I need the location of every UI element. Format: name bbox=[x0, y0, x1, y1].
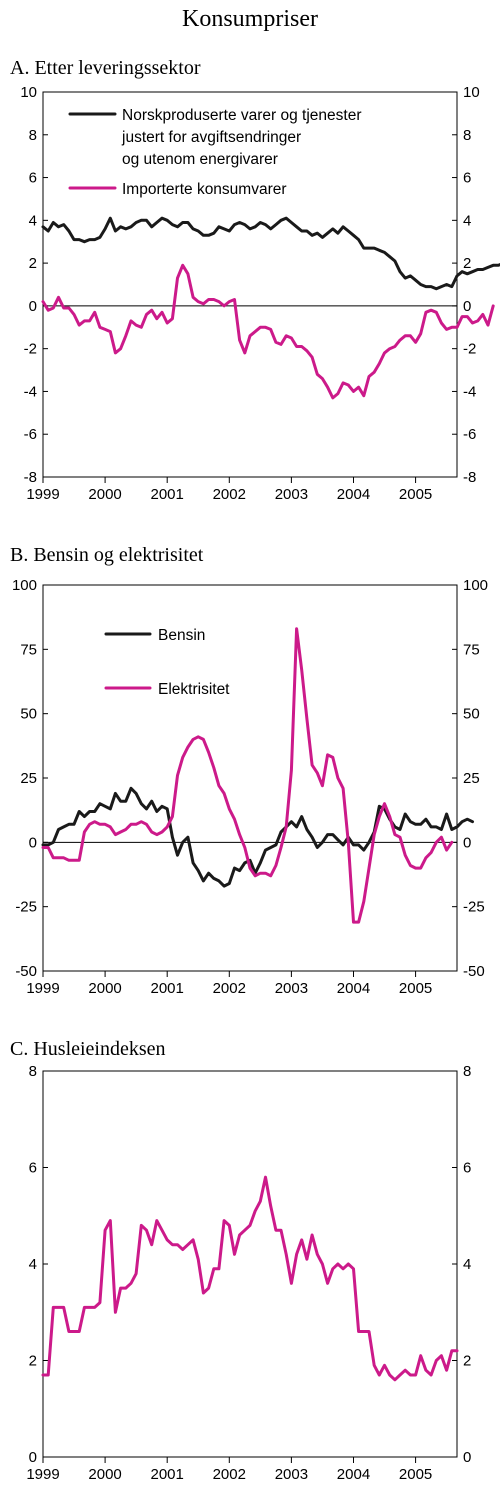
y-tick-label-left: 4 bbox=[29, 1256, 37, 1273]
y-tick-label-left: -6 bbox=[24, 426, 37, 443]
y-tick-label-left: -4 bbox=[24, 383, 37, 400]
panel-c-series bbox=[41, 1175, 459, 1382]
x-tick-label: 1999 bbox=[26, 980, 59, 997]
y-tick-label-left: 2 bbox=[29, 1353, 37, 1370]
x-tick-label: 2000 bbox=[88, 1466, 121, 1483]
y-tick-label-left: 8 bbox=[29, 1063, 37, 1080]
series-line-magenta bbox=[41, 263, 495, 400]
y-tick-label-right: 2 bbox=[463, 255, 471, 272]
panel-a-legend: Norskproduserte varer og tjenester juste… bbox=[68, 107, 362, 198]
y-tick-label-left: -2 bbox=[24, 341, 37, 358]
series-line-black bbox=[41, 216, 500, 291]
y-tick-label-right: 4 bbox=[463, 1256, 471, 1273]
x-tick-label: 1999 bbox=[26, 1466, 59, 1483]
y-tick-label-right: 100 bbox=[463, 577, 488, 594]
y-tick-label-left: 10 bbox=[20, 84, 37, 101]
x-tick-label: 2001 bbox=[151, 486, 184, 503]
y-tick-label-right: -25 bbox=[463, 899, 485, 916]
y-tick-label-left: 4 bbox=[29, 212, 37, 229]
panel-b-plot-frame bbox=[42, 584, 458, 972]
x-tick-label: 2003 bbox=[275, 486, 308, 503]
y-tick-label-right: 0 bbox=[463, 298, 471, 315]
panel-b-ticks: -50 -50 -25 -25 0 0 25 25 50 50 75 75 100 100 1999 2000… bbox=[12, 577, 488, 997]
panel-c-title: C. Husleieindeksen bbox=[10, 1038, 166, 1060]
x-tick-label: 2002 bbox=[213, 1466, 246, 1483]
y-tick-label-right: -6 bbox=[463, 426, 476, 443]
y-tick-label-right: -4 bbox=[463, 383, 476, 400]
y-tick-label-left: 0 bbox=[29, 1449, 37, 1466]
y-tick-label-right: 6 bbox=[463, 170, 471, 187]
y-tick-label-left: 6 bbox=[29, 1160, 37, 1177]
y-tick-label-left: -25 bbox=[15, 899, 37, 916]
x-tick-label: 2000 bbox=[88, 486, 121, 503]
panel-a-plot-frame bbox=[42, 91, 458, 478]
y-tick-label-left: 8 bbox=[29, 127, 37, 144]
panel-c: C. Husleieindeksen 0 0 2 2 4 4 6 6 8 8 1999 2000 200… bbox=[10, 1038, 471, 1483]
x-tick-label: 2005 bbox=[399, 980, 432, 997]
x-tick-label: 1999 bbox=[26, 486, 59, 503]
panel-b-series bbox=[41, 627, 474, 924]
x-tick-label: 2004 bbox=[337, 486, 370, 503]
panel-c-ticks: 0 0 2 2 4 4 6 6 8 8 1999 2000 2001 2002 2003 2004 2005 bbox=[26, 1063, 471, 1483]
y-tick-label-right: 6 bbox=[463, 1160, 471, 1177]
x-tick-label: 2005 bbox=[399, 486, 432, 503]
y-tick-label-right: 8 bbox=[463, 1063, 471, 1080]
y-tick-label-left: 100 bbox=[12, 577, 37, 594]
x-tick-label: 2002 bbox=[213, 486, 246, 503]
panel-a-title: A. Etter leveringssektor bbox=[10, 57, 201, 79]
y-tick-label-left: 75 bbox=[20, 641, 37, 658]
y-tick-label-left: -8 bbox=[24, 469, 37, 486]
y-tick-label-right: 4 bbox=[463, 212, 471, 229]
legend-label-norskproduserte-line-3: og utenom energivarer bbox=[122, 151, 278, 168]
legend-label-norskproduserte-line-1: Norskproduserte varer og tjenester bbox=[122, 107, 362, 124]
y-tick-label-left: 0 bbox=[29, 298, 37, 315]
legend-label-norskproduserte-line-2: justert for avgiftsendringer bbox=[121, 129, 301, 146]
x-tick-label: 2003 bbox=[275, 980, 308, 997]
y-tick-label-left: 0 bbox=[29, 834, 37, 851]
legend-label-bensin: Bensin bbox=[158, 627, 205, 644]
x-tick-label: 2001 bbox=[151, 1466, 184, 1483]
y-tick-label-right: 75 bbox=[463, 641, 480, 658]
x-tick-label: 2000 bbox=[88, 980, 121, 997]
panel-a: A. Etter leveringssektor -8 -8-6 -6-4 -4-2-… bbox=[10, 57, 500, 503]
panel-a-series bbox=[41, 216, 500, 400]
legend-label-importerte: Importerte konsumvarer bbox=[122, 181, 287, 198]
y-tick-label-left: 2 bbox=[29, 255, 37, 272]
y-tick-label-left: 6 bbox=[29, 170, 37, 187]
y-tick-label-right: -2 bbox=[463, 341, 476, 358]
x-tick-label: 2001 bbox=[151, 980, 184, 997]
y-tick-label-left: 25 bbox=[20, 770, 37, 787]
y-tick-label-left: 50 bbox=[20, 706, 37, 723]
x-tick-label: 2004 bbox=[337, 980, 370, 997]
figure-title: Konsumpriser bbox=[182, 6, 318, 32]
panel-b-legend: Bensin Elektrisitet bbox=[104, 627, 230, 698]
y-tick-label-right: 25 bbox=[463, 770, 480, 787]
series-line-magenta bbox=[41, 1175, 459, 1382]
series-line-black bbox=[41, 786, 474, 888]
panel-c-plot-frame bbox=[42, 1070, 458, 1458]
x-tick-label: 2003 bbox=[275, 1466, 308, 1483]
y-tick-label-right: 8 bbox=[463, 127, 471, 144]
y-tick-label-right: 0 bbox=[463, 834, 471, 851]
panel-b-title: B. Bensin og elektrisitet bbox=[10, 544, 204, 566]
y-tick-label-right: -8 bbox=[463, 469, 476, 486]
x-tick-label: 2005 bbox=[399, 1466, 432, 1483]
y-tick-label-right: -50 bbox=[463, 963, 485, 980]
panel-b: B. Bensin og elektrisitet -50 -50 -25 -25 0 0… bbox=[10, 544, 488, 997]
panel-a-ticks: -8 -8 -6 -6 -4 -4 -2 -2 0 0 2 2 4 4 6 6 8 8 10 10 1999 2000 20… bbox=[20, 84, 479, 503]
x-tick-label: 2002 bbox=[213, 980, 246, 997]
legend-label-elektrisitet: Elektrisitet bbox=[158, 681, 230, 698]
x-tick-label: 2004 bbox=[337, 1466, 370, 1483]
y-tick-label-left: -50 bbox=[15, 963, 37, 980]
y-tick-label-right: 2 bbox=[463, 1353, 471, 1370]
y-tick-label-right: 50 bbox=[463, 706, 480, 723]
y-tick-label-right: 0 bbox=[463, 1449, 471, 1466]
y-tick-label-right: 10 bbox=[463, 84, 480, 101]
series-line-magenta bbox=[41, 627, 454, 924]
